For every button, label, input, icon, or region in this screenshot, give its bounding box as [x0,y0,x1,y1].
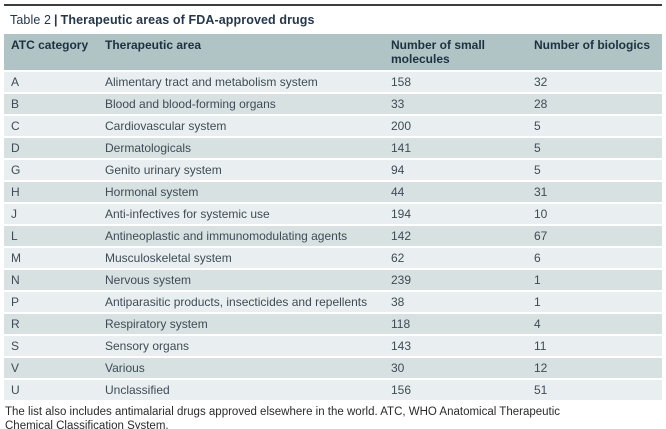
table-title-text: Therapeutic areas of FDA-approved drugs [60,13,315,27]
cell-small-molecules: 141 [391,141,412,155]
table-body: A Alimentary tract and metabolism system… [4,72,662,400]
cell-biologics: 6 [534,251,541,265]
cell-area: Respiratory system [105,317,208,331]
cell-small-molecules: 142 [391,229,412,243]
cell-small-molecules: 239 [391,273,412,287]
cell-small-molecules: 44 [391,185,405,199]
cell-small-molecules: 94 [391,163,405,177]
cell-atc: U [11,383,20,397]
cell-small-molecules: 38 [391,295,405,309]
cell-atc: R [11,317,20,331]
column-header-therapeutic-area: Therapeutic area [105,38,202,52]
cell-area: Genito urinary system [105,163,222,177]
cell-atc: B [11,97,20,111]
cell-area: Alimentary tract and metabolism system [105,75,318,89]
table-row: J Anti-infectives for systemic use 194 1… [4,204,662,224]
cell-area: Anti-infectives for systemic use [105,207,270,221]
table-row: G Genito urinary system 94 5 [4,160,662,180]
cell-biologics: 12 [534,361,548,375]
table-footnote: The list also includes antimalarial drug… [5,406,561,429]
cell-area: Dermatologicals [105,141,192,155]
table-top-rule [4,4,662,6]
cell-biologics: 32 [534,75,548,89]
table-row: L Antineoplastic and immunomodulating ag… [4,226,662,246]
cell-biologics: 10 [534,207,548,221]
cell-biologics: 1 [534,295,541,309]
cell-biologics: 28 [534,97,548,111]
cell-atc: M [11,251,21,265]
paper-table-page: Table 2 | Therapeutic areas of FDA-approve… [0,4,666,429]
cell-small-molecules: 200 [391,119,412,133]
cell-atc: H [11,185,20,199]
table-header-row: ATC category Therapeutic area Number of … [4,34,662,70]
cell-small-molecules: 143 [391,339,412,353]
cell-biologics: 4 [534,317,541,331]
cell-area: Various [105,361,145,375]
cell-small-molecules: 30 [391,361,405,375]
cell-atc: N [11,273,20,287]
cell-biologics: 31 [534,185,548,199]
table-row: B Blood and blood-forming organs 33 28 [4,94,662,114]
cell-small-molecules: 118 [391,317,411,331]
column-header-small-molecules: Number of small molecules [391,38,486,66]
therapeutic-areas-table: ATC category Therapeutic area Number of … [4,34,662,400]
cell-area: Nervous system [105,273,192,287]
cell-atc: S [11,339,20,353]
cell-small-molecules: 33 [391,97,405,111]
table-row: P Antiparasitic products, insecticides a… [4,292,662,312]
table-row: C Cardiovascular system 200 5 [4,116,662,136]
cell-small-molecules: 62 [391,251,405,265]
cell-area: Blood and blood-forming organs [105,97,276,111]
cell-biologics: 11 [534,339,547,353]
cell-biologics: 5 [534,119,541,133]
table-row: R Respiratory system 118 4 [4,314,662,334]
table-row: M Musculoskeletal system 62 6 [4,248,662,268]
table-number-label: Table 2 [10,13,52,27]
cell-atc: A [11,75,20,89]
cell-biologics: 51 [534,383,548,397]
cell-area: Musculoskeletal system [105,251,232,265]
column-header-atc-category: ATC category [11,38,89,52]
table-row: V Various 30 12 [4,358,662,378]
cell-area: Antineoplastic and immunomodulating agen… [105,229,348,243]
table-row: S Sensory organs 143 11 [4,336,662,356]
table-row: N Nervous system 239 1 [4,270,662,290]
cell-area: Hormonal system [105,185,199,199]
cell-atc: G [11,163,21,177]
table-row: D Dermatologicals 141 5 [4,138,662,158]
cell-atc: P [11,295,20,309]
cell-atc: L [11,229,18,243]
column-header-biologics: Number of biologics [534,38,651,52]
cell-atc: C [11,119,20,133]
table-row: H Hormonal system 44 31 [4,182,662,202]
cell-small-molecules: 156 [391,383,412,397]
cell-atc: D [11,141,20,155]
cell-biologics: 67 [534,229,548,243]
table-row: U Unclassified 156 51 [4,380,662,400]
table-title: Table 2 | Therapeutic areas of FDA-approve… [4,6,662,34]
cell-biologics: 5 [534,141,541,155]
table-row: A Alimentary tract and metabolism system… [4,72,662,92]
title-separator: | [54,13,58,27]
cell-area: Sensory organs [105,339,190,353]
cell-biologics: 1 [534,273,541,287]
cell-area: Unclassified [105,383,170,397]
cell-area: Cardiovascular system [105,119,227,133]
cell-atc: V [11,361,20,375]
cell-small-molecules: 194 [391,207,412,221]
cell-area: Antiparasitic products, insecticides and… [105,295,368,309]
cell-biologics: 5 [534,163,541,177]
cell-atc: J [11,207,17,221]
cell-small-molecules: 158 [391,75,412,89]
